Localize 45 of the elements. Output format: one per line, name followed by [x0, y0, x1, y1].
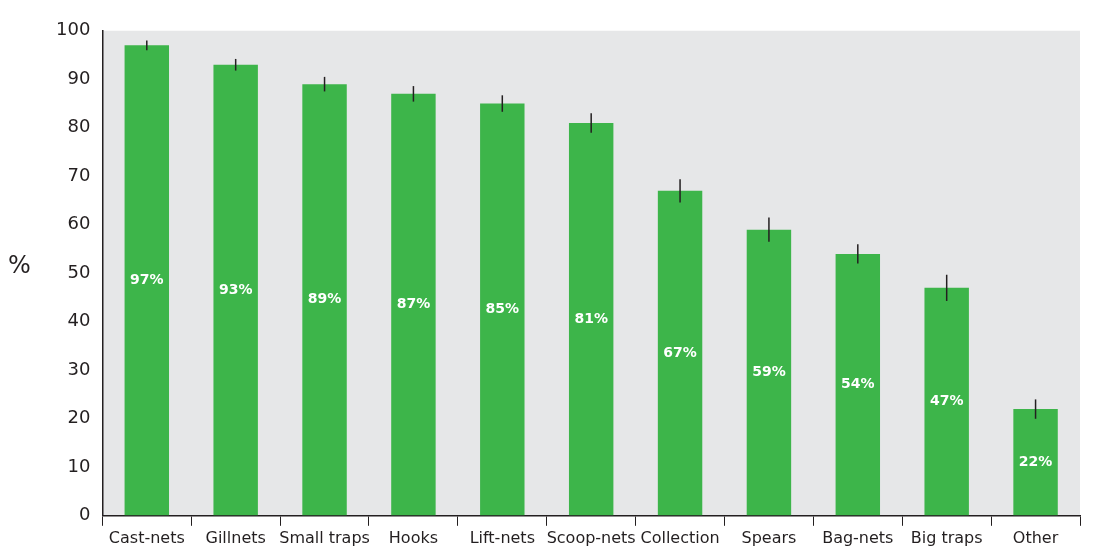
- bar: [746, 229, 792, 516]
- bar: [924, 287, 969, 516]
- x-tick-label: Big traps: [910, 527, 983, 547]
- data-label: 47%: [929, 392, 964, 409]
- data-label: 89%: [307, 290, 342, 307]
- bar: [302, 84, 347, 516]
- x-tick-label: Small traps: [279, 527, 370, 547]
- y-tick-label: 90: [67, 66, 91, 88]
- y-tick-label: 70: [67, 163, 91, 185]
- bar: [480, 103, 525, 516]
- y-tick-label: 20: [67, 406, 91, 428]
- x-tick-label: Spears: [741, 527, 797, 547]
- x-tick-label: Scoop-nets: [546, 527, 636, 547]
- y-tick-label: 10: [67, 454, 91, 476]
- data-label: 59%: [752, 363, 786, 380]
- bar: [124, 45, 170, 516]
- bar: [835, 253, 881, 516]
- x-tick-label: Hooks: [388, 527, 439, 547]
- x-tick-label: Collection: [640, 527, 720, 547]
- data-label: 85%: [485, 300, 520, 317]
- y-tick-label: 30: [67, 357, 91, 379]
- x-tick-label: Bag-nets: [822, 527, 894, 547]
- x-tick-label: Gillnets: [205, 527, 266, 547]
- bar: [657, 190, 703, 516]
- x-tick-label: Cast-nets: [108, 527, 185, 547]
- x-tick-label: Lift-nets: [469, 527, 535, 547]
- data-label: 97%: [130, 270, 164, 287]
- data-label: 54%: [841, 375, 875, 392]
- x-tick-label: Other: [1012, 527, 1059, 547]
- data-label: 22%: [1018, 452, 1053, 469]
- y-tick-label: 40: [67, 309, 91, 331]
- data-label: 67%: [663, 343, 697, 360]
- y-axis-title: %: [8, 250, 32, 279]
- bar: [1013, 409, 1058, 516]
- y-tick-label: 60: [67, 212, 91, 234]
- y-tick-label: 50: [67, 260, 91, 282]
- bar: [568, 122, 614, 516]
- bar: [391, 93, 436, 516]
- y-tick-label: 80: [67, 115, 91, 137]
- data-label: 87%: [396, 295, 431, 312]
- data-label: 81%: [574, 309, 608, 326]
- y-tick-label: 0: [78, 503, 91, 525]
- y-tick-label: 100: [56, 18, 91, 40]
- bar: [213, 64, 258, 516]
- data-label: 93%: [218, 280, 253, 297]
